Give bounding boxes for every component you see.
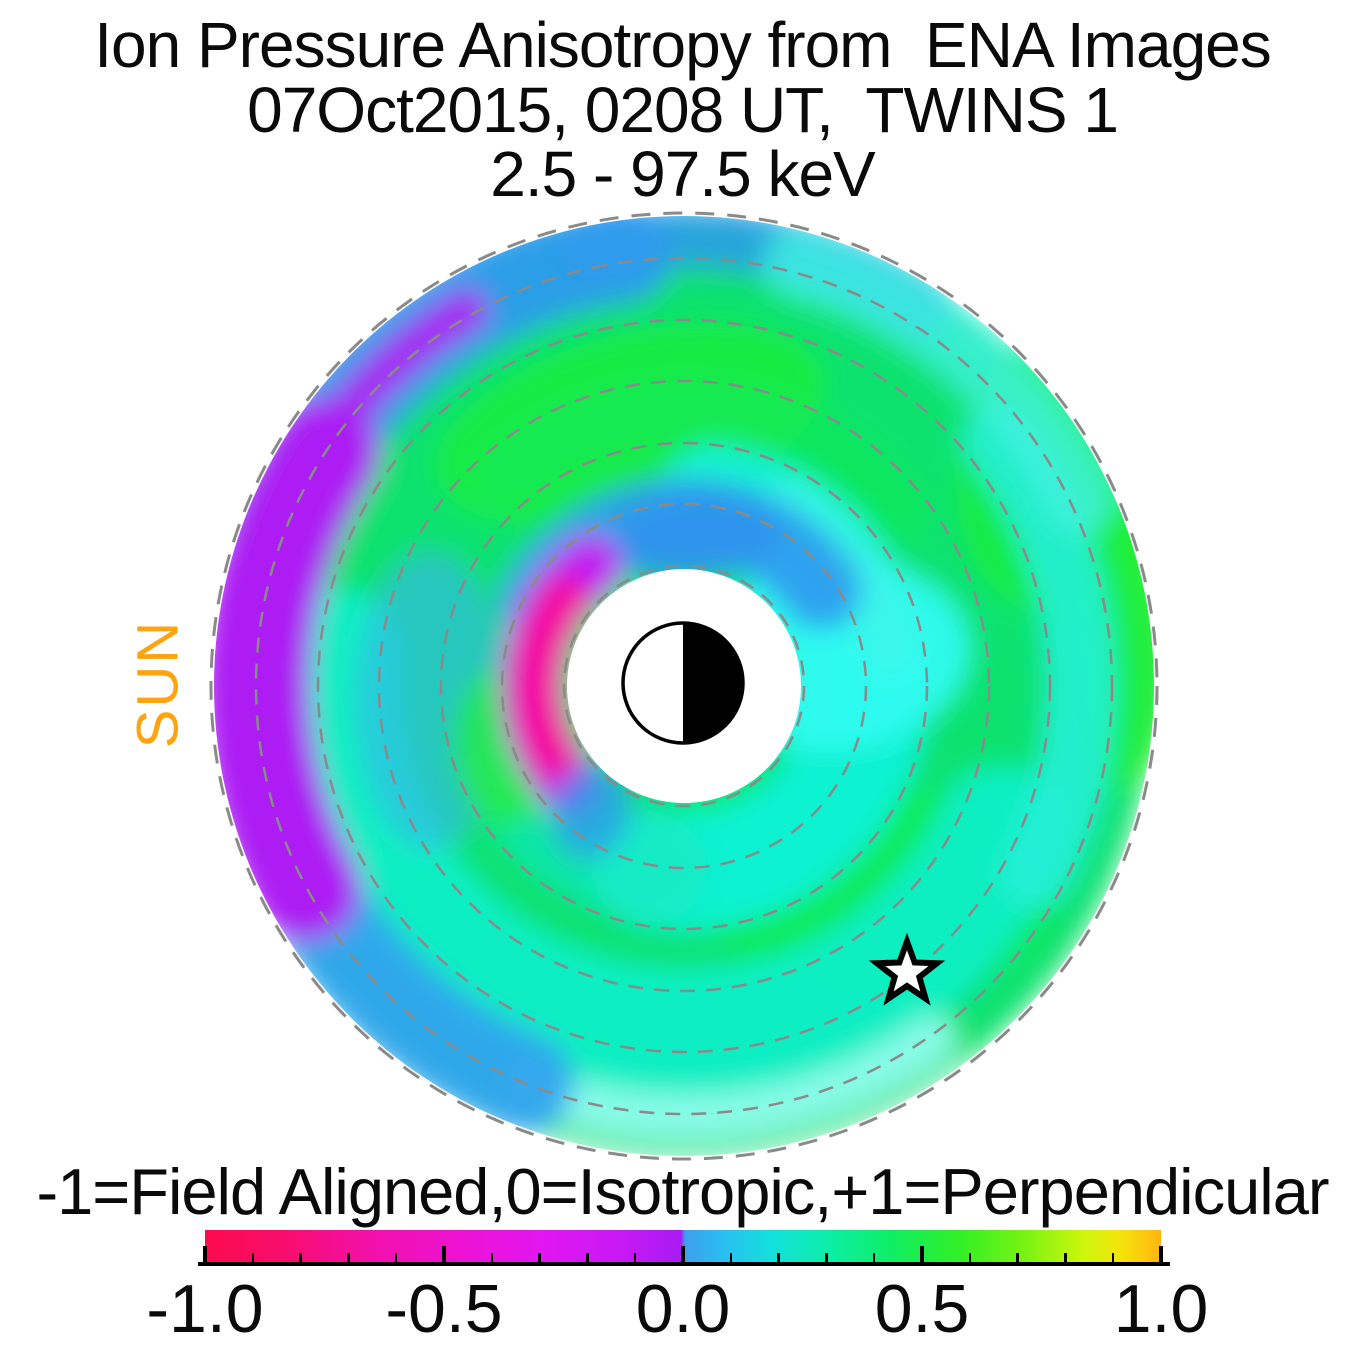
- colorbar-tick-label: 1.0: [1113, 1271, 1209, 1347]
- colorbar-axis-line: [198, 1262, 1170, 1266]
- colorbar-tick-label: 0.0: [635, 1271, 731, 1347]
- colorbar-legend-text: -1=Field Aligned,0=Isotropic,+1=Perpendi…: [36, 1155, 1330, 1228]
- title-datetime: 07Oct2015, 0208 UT, TWINS 1: [247, 73, 1119, 146]
- title-energy-range: 2.5 - 97.5 keV: [490, 138, 875, 210]
- colorbar-minor-tick: [347, 1253, 350, 1262]
- field-band: [498, 1015, 956, 1142]
- colorbar-tick-label: 0.5: [874, 1271, 970, 1347]
- colorbar-minor-tick: [633, 1253, 637, 1262]
- colorbar-minor-tick: [968, 1253, 972, 1262]
- colorbar-minor-tick: [777, 1253, 780, 1262]
- colorbar-minor-tick: [1016, 1253, 1019, 1262]
- colorbar-major-tick: [1159, 1246, 1163, 1262]
- field-blob: [552, 765, 632, 859]
- colorbar-minor-tick: [825, 1253, 828, 1262]
- sun-direction-label: SUN: [125, 619, 191, 749]
- page-title: Ion Pressure Anisotropy from ENA Images: [94, 9, 1272, 81]
- field-band: [761, 476, 919, 678]
- field-band: [472, 376, 930, 545]
- radial-ring: [316, 318, 1052, 1054]
- field-band: [762, 227, 1116, 536]
- colorbar-minor-tick: [1064, 1253, 1067, 1262]
- colorbar-major-tick: [681, 1246, 685, 1262]
- spacecraft-star-marker: [868, 932, 946, 1006]
- colorbar-major-tick: [203, 1246, 207, 1262]
- field-band: [513, 576, 588, 779]
- colorbar-minor-tick: [1111, 1253, 1115, 1262]
- colorbar-minor-tick: [538, 1253, 541, 1262]
- field-blob: [610, 495, 780, 581]
- colorbar-minor-tick: [394, 1253, 398, 1262]
- colorbar-minor-tick: [729, 1253, 733, 1262]
- outer-boundary-ring: [209, 211, 1159, 1161]
- colorbar-minor-tick: [490, 1253, 494, 1262]
- colorbar-minor-tick: [251, 1253, 255, 1262]
- colorbar-major-tick: [442, 1246, 446, 1262]
- colorbar-minor-tick: [586, 1253, 589, 1262]
- radial-ring: [500, 502, 868, 870]
- field-band: [299, 289, 488, 471]
- colorbar-minor-tick: [872, 1253, 876, 1262]
- earth-terminator-icon: [621, 621, 745, 745]
- title-block: Ion Pressure Anisotropy from ENA Images …: [0, 13, 1365, 207]
- colorbar-tick-label: -0.5: [385, 1271, 503, 1347]
- radial-ring: [377, 379, 991, 993]
- colorbar-minor-tick: [299, 1253, 302, 1262]
- radial-ring: [562, 564, 806, 808]
- field-band: [961, 404, 1118, 909]
- radial-ring: [254, 256, 1114, 1116]
- colorbar-major-tick: [920, 1246, 924, 1262]
- colorbar-tick-label: -1.0: [146, 1271, 264, 1347]
- radial-ring: [439, 441, 929, 931]
